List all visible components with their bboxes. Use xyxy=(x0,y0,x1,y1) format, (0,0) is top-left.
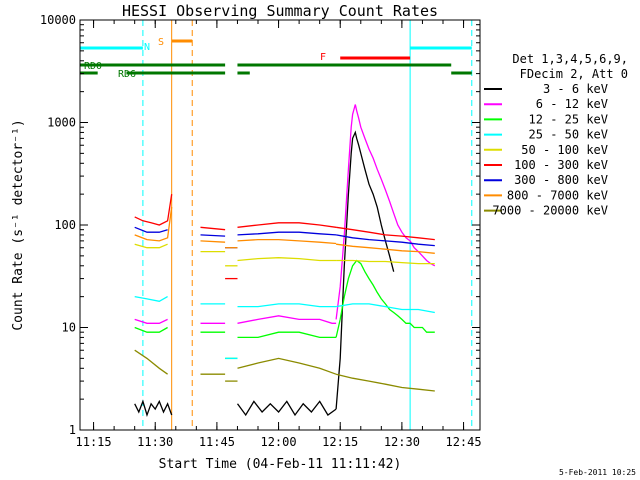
x-tick-label-4: 12:00 xyxy=(260,435,296,449)
series-7-line-4 xyxy=(237,231,337,236)
y-axis-label: Count Rate (s⁻¹ detector⁻¹) xyxy=(11,119,26,330)
series-9-line-1 xyxy=(134,349,168,375)
legend-label-1: 3 - 6 keV xyxy=(543,82,608,96)
series-5-line-4 xyxy=(237,257,337,262)
x-axis-label: Start Time (04-Feb-11 11:11:42) xyxy=(159,457,402,472)
flag-label-rd6: RD6 xyxy=(118,69,136,80)
legend-label-5: 50 - 100 keV xyxy=(521,143,608,157)
series-7-line-2 xyxy=(200,234,226,237)
flag-label-f: F xyxy=(320,52,326,63)
series-1-line-1 xyxy=(134,399,173,418)
series-4-line-5 xyxy=(335,303,435,314)
series-3-line-5 xyxy=(335,259,435,338)
legend-label-4: 25 - 50 keV xyxy=(529,128,608,142)
series-4-line-1 xyxy=(134,295,168,302)
y-tick-label-2: 10 xyxy=(62,321,76,335)
series-3-line-4 xyxy=(237,331,337,339)
series-1-line-2 xyxy=(236,400,337,417)
timestamp: 5-Feb-2011 10:25 xyxy=(559,468,636,477)
plot-frame xyxy=(79,19,481,431)
series-9-line-4 xyxy=(237,357,337,375)
series-2-line-1 xyxy=(134,318,168,324)
y-tick-label-3: 100 xyxy=(54,218,76,232)
series-4-line-4 xyxy=(237,303,337,308)
series-6-line-4 xyxy=(237,222,337,228)
x-tick-label-2: 11:30 xyxy=(137,435,173,449)
flag-label-s: S xyxy=(158,37,164,48)
series-6-line-5 xyxy=(336,226,435,241)
flag-label-rd0: RD0 xyxy=(84,61,102,72)
legend-label-2: 6 - 12 keV xyxy=(536,97,608,111)
series-3-line-1 xyxy=(134,326,168,333)
series-7-line-1 xyxy=(134,226,168,233)
series-2-line-3 xyxy=(237,315,337,324)
series-5-line-1 xyxy=(134,243,168,249)
chart-title: HESSI Observing Summary Count Rates xyxy=(122,2,438,20)
series-8-line-5 xyxy=(336,243,435,254)
vertical-markers xyxy=(79,20,473,430)
y-tick-label-5: 10000 xyxy=(40,13,76,27)
legend-label-8: 800 - 7000 keV xyxy=(507,188,608,202)
series-8-line-1 xyxy=(134,206,173,242)
flag-label-n: N xyxy=(144,42,150,53)
y-tick-label-4: 1000 xyxy=(47,116,76,130)
series-1-line-3 xyxy=(335,130,395,410)
x-tick-label-7: 12:45 xyxy=(445,435,481,449)
series-5-line-5 xyxy=(336,259,435,265)
legend-header-line-1: Det 1,3,4,5,6,9, xyxy=(512,52,628,66)
axes: 11:15 11:30 11:45 12:00 12:15 12:30 12:45 1 10 10… xyxy=(40,13,482,449)
series-6-line-1 xyxy=(134,194,173,226)
series-layer xyxy=(134,104,436,418)
flag-bars: N S F RD0 RD6 xyxy=(80,37,472,80)
x-tick-label-1: 11:15 xyxy=(76,435,112,449)
legend-label-9: 7000 - 20000 keV xyxy=(492,204,608,218)
series-8-line-2 xyxy=(200,240,226,243)
legend-header-line-2: FDecim 2, Att 0 xyxy=(520,67,628,81)
y-tick-label-1: 1 xyxy=(69,423,76,437)
series-7-line-5 xyxy=(335,234,435,247)
series-8-line-4 xyxy=(237,238,337,245)
x-tick-label-3: 11:45 xyxy=(199,435,235,449)
x-tick-label-5: 12:15 xyxy=(322,435,358,449)
legend-label-3: 12 - 25 keV xyxy=(529,112,608,126)
series-9-line-5 xyxy=(335,373,435,392)
legend-label-7: 300 - 800 keV xyxy=(514,173,608,187)
series-2-line-4 xyxy=(335,104,436,320)
legend-label-6: 100 - 300 keV xyxy=(514,158,608,172)
series-6-line-2 xyxy=(200,226,226,231)
x-tick-label-6: 12:30 xyxy=(384,435,420,449)
